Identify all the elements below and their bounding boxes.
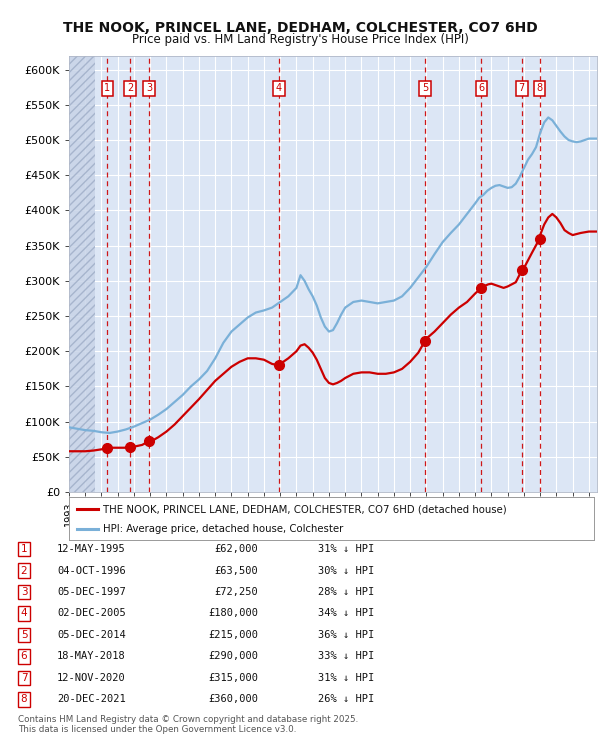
Text: THE NOOK, PRINCEL LANE, DEDHAM, COLCHESTER, CO7 6HD (detached house): THE NOOK, PRINCEL LANE, DEDHAM, COLCHEST…: [103, 504, 507, 514]
Text: 1: 1: [104, 83, 110, 93]
Text: Price paid vs. HM Land Registry's House Price Index (HPI): Price paid vs. HM Land Registry's House …: [131, 33, 469, 47]
Text: 28% ↓ HPI: 28% ↓ HPI: [318, 587, 374, 597]
Text: 3: 3: [20, 587, 28, 597]
Text: 4: 4: [20, 608, 28, 619]
Text: 2: 2: [20, 565, 28, 576]
Text: 05-DEC-1997: 05-DEC-1997: [57, 587, 126, 597]
Text: 6: 6: [20, 651, 28, 662]
Text: 8: 8: [536, 83, 543, 93]
Text: 18-MAY-2018: 18-MAY-2018: [57, 651, 126, 662]
Text: 5: 5: [422, 83, 428, 93]
Text: 2: 2: [127, 83, 133, 93]
Text: 3: 3: [146, 83, 152, 93]
Text: 8: 8: [20, 694, 28, 704]
Text: £290,000: £290,000: [208, 651, 258, 662]
Text: 12-NOV-2020: 12-NOV-2020: [57, 673, 126, 683]
Text: 7: 7: [518, 83, 525, 93]
Text: 1: 1: [20, 544, 28, 554]
Text: £72,250: £72,250: [214, 587, 258, 597]
Text: 6: 6: [478, 83, 484, 93]
Text: £215,000: £215,000: [208, 630, 258, 640]
Text: £360,000: £360,000: [208, 694, 258, 704]
Text: 20-DEC-2021: 20-DEC-2021: [57, 694, 126, 704]
Text: 36% ↓ HPI: 36% ↓ HPI: [318, 630, 374, 640]
Text: 34% ↓ HPI: 34% ↓ HPI: [318, 608, 374, 619]
Text: HPI: Average price, detached house, Colchester: HPI: Average price, detached house, Colc…: [103, 525, 343, 534]
Text: 31% ↓ HPI: 31% ↓ HPI: [318, 673, 374, 683]
Text: £62,000: £62,000: [214, 544, 258, 554]
Text: THE NOOK, PRINCEL LANE, DEDHAM, COLCHESTER, CO7 6HD: THE NOOK, PRINCEL LANE, DEDHAM, COLCHEST…: [62, 21, 538, 35]
Text: 12-MAY-1995: 12-MAY-1995: [57, 544, 126, 554]
Text: 31% ↓ HPI: 31% ↓ HPI: [318, 544, 374, 554]
Bar: [69, 56, 95, 492]
Text: £63,500: £63,500: [214, 565, 258, 576]
Text: 33% ↓ HPI: 33% ↓ HPI: [318, 651, 374, 662]
Text: 4: 4: [276, 83, 282, 93]
Text: £180,000: £180,000: [208, 608, 258, 619]
Text: 7: 7: [20, 673, 28, 683]
Text: 02-DEC-2005: 02-DEC-2005: [57, 608, 126, 619]
Text: 30% ↓ HPI: 30% ↓ HPI: [318, 565, 374, 576]
Text: Contains HM Land Registry data © Crown copyright and database right 2025.
This d: Contains HM Land Registry data © Crown c…: [18, 715, 358, 734]
Text: 04-OCT-1996: 04-OCT-1996: [57, 565, 126, 576]
Text: £315,000: £315,000: [208, 673, 258, 683]
Text: 26% ↓ HPI: 26% ↓ HPI: [318, 694, 374, 704]
Text: 05-DEC-2014: 05-DEC-2014: [57, 630, 126, 640]
Text: 5: 5: [20, 630, 28, 640]
